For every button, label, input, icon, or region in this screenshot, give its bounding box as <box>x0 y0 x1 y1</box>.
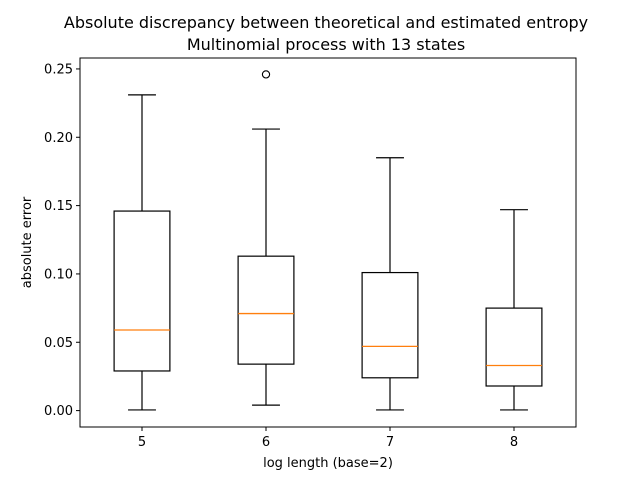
x-tick-label: 5 <box>138 435 146 450</box>
x-axis: 5 6 7 8 <box>138 427 518 450</box>
outlier-point <box>261 70 271 79</box>
y-tick-label: 0.05 <box>44 336 73 351</box>
plot-area-frame <box>79 57 577 428</box>
y-tick-label: 0.00 <box>44 404 73 419</box>
x-axis-label: log length (base=2) <box>263 456 393 471</box>
x-tick-label: 7 <box>386 435 394 450</box>
y-tick-label: 0.25 <box>44 62 73 77</box>
chart-title: Absolute discrepancy between theoretical… <box>64 13 588 32</box>
y-axis: 0.00 0.05 0.10 0.15 0.20 0.25 <box>44 62 80 419</box>
boxes-group <box>113 70 543 411</box>
box-iqr <box>237 255 295 365</box>
chart-subtitle: Multinomial process with 13 states <box>187 35 465 54</box>
box-iqr <box>113 210 171 372</box>
y-axis-label: absolute error <box>20 196 35 288</box>
y-tick-label: 0.10 <box>44 267 73 282</box>
box-iqr <box>361 271 419 379</box>
y-tick-label: 0.20 <box>44 131 73 146</box>
box-iqr <box>485 307 543 387</box>
x-tick-label: 8 <box>510 435 518 450</box>
y-tick-label: 0.15 <box>44 199 73 214</box>
x-tick-label: 6 <box>262 435 270 450</box>
